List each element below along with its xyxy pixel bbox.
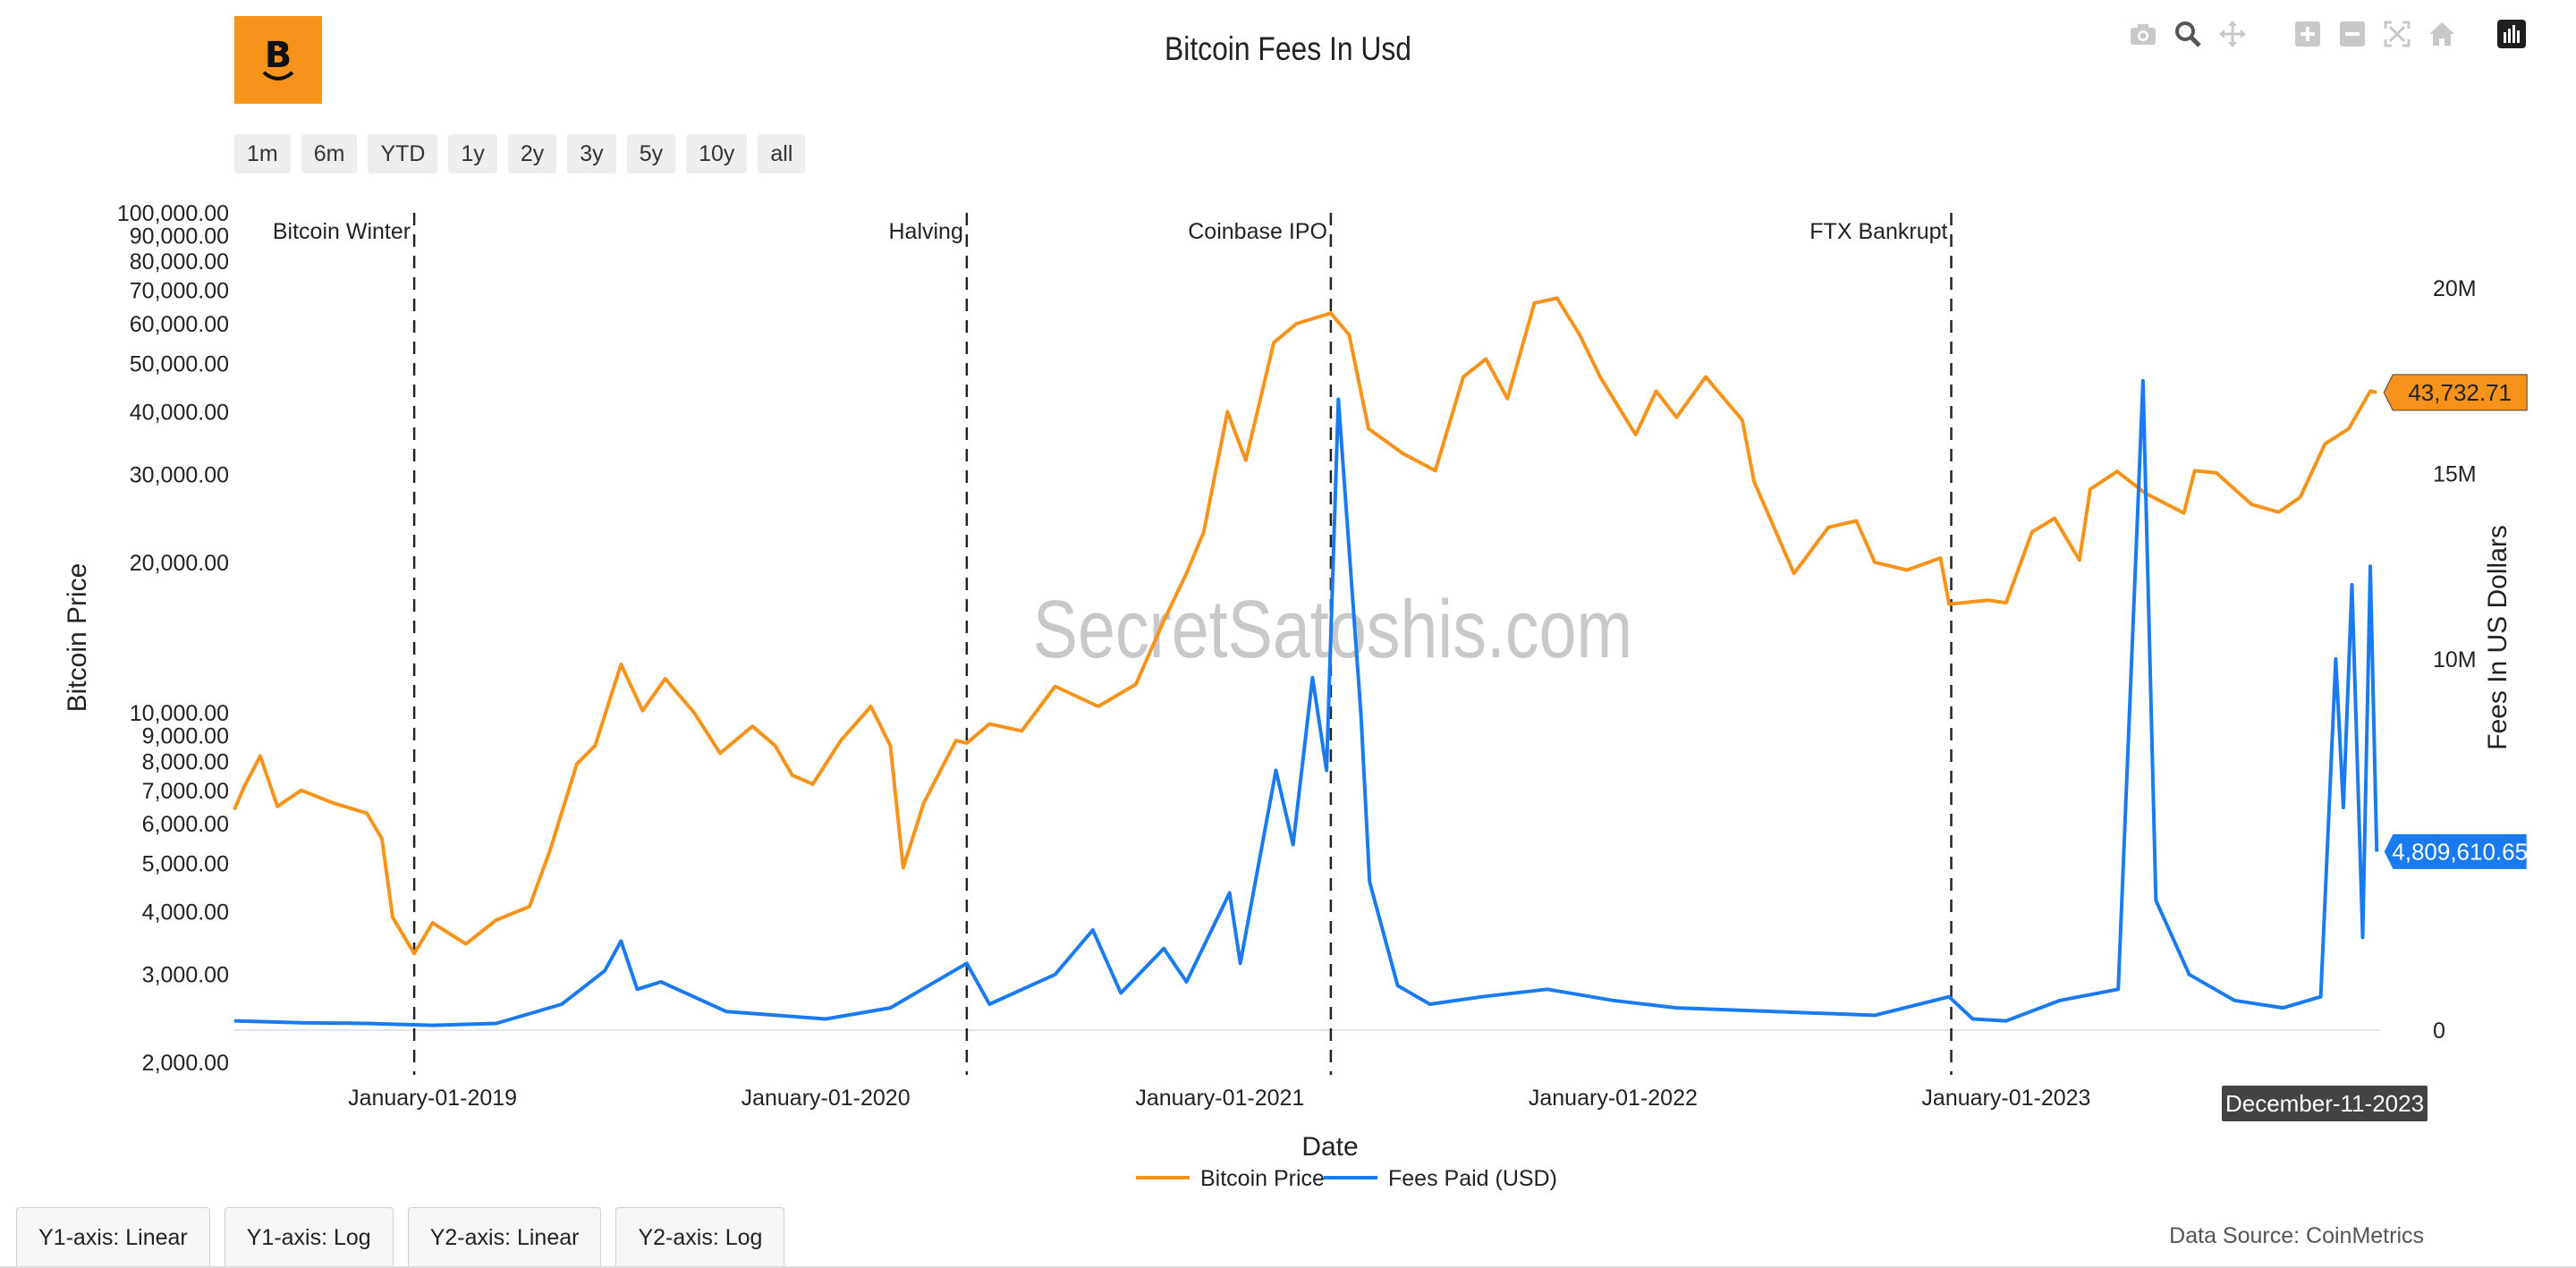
footer-divider [0,1266,2576,1268]
x-tick-label: January-01-2020 [741,1086,911,1111]
y2-axis-title: Fees In US Dollars [2483,525,2512,750]
y-tick-label: 100,000.00 [117,201,229,226]
chart-modebar [2127,18,2528,50]
range-button-6m[interactable]: 6m [301,134,358,173]
price-last-value: 43,732.71 [2408,379,2512,406]
y-axis-title: Bitcoin Price [63,563,92,713]
y-tick-label: 40,000.00 [130,401,229,426]
x-tick-label: January-01-2022 [1529,1086,1698,1111]
pan-icon[interactable] [2216,18,2249,50]
x-tick-label: January-01-2021 [1135,1086,1304,1111]
y-tick-label: 8,000.00 [142,749,229,774]
zoom-in-icon[interactable] [2292,18,2324,50]
range-button-10y[interactable]: 10y [686,134,748,173]
axis-tab-y1-axis-log[interactable]: Y1-axis: Log [224,1207,394,1267]
bitcoin-smile-logo-icon: B [262,35,294,80]
zoom-icon[interactable] [2172,18,2204,50]
y-tick-label: 80,000.00 [130,249,229,275]
x-tick-label: January-01-2023 [1921,1086,2090,1111]
data-source: Data Source: CoinMetrics [2169,1223,2424,1248]
zoom-out-icon[interactable] [2336,18,2368,50]
x-tick-label: January-01-2019 [348,1086,517,1111]
event-label: Bitcoin Winter [273,219,411,244]
y-tick-label: 30,000.00 [130,462,229,487]
range-button-3y[interactable]: 3y [567,134,616,173]
y-tick-label: 60,000.00 [130,312,229,337]
y2-tick-label: 0 [2433,1019,2445,1044]
hover-date-label: December-11-2023 [2225,1090,2424,1117]
x-axis-title: Date [1301,1132,1358,1162]
axis-tab-y2-axis-log[interactable]: Y2-axis: Log [615,1207,785,1267]
y-tick-label: 10,000.00 [130,701,229,726]
y-tick-label: 6,000.00 [142,812,229,837]
range-button-ytd[interactable]: YTD [368,134,438,173]
axis-scale-tabs: Y1-axis: Linear Y1-axis: Log Y2-axis: Line… [16,1207,799,1267]
legend-label-fees: Fees Paid (USD) [1388,1166,1557,1191]
range-selector: 1m 6m YTD 1y 2y 3y 5y 10y all [234,134,806,173]
camera-icon[interactable] [2127,18,2159,50]
autoscale-icon[interactable] [2381,18,2413,50]
y-tick-label: 70,000.00 [130,279,229,304]
range-button-1y[interactable]: 1y [448,134,497,173]
range-button-1m[interactable]: 1m [234,134,291,173]
legend-label-price: Bitcoin Price [1200,1166,1325,1191]
event-label: FTX Bankrupt [1809,219,1947,244]
y2-tick-label: 20M [2433,276,2477,301]
y-tick-label: 5,000.00 [142,851,229,876]
svg-text:B: B [265,35,292,76]
y-tick-label: 20,000.00 [130,551,229,576]
chart-title: Bitcoin Fees In Usd [1165,30,1411,67]
home-icon[interactable] [2426,18,2458,50]
price-last-tag [2383,374,2528,411]
fees-last-tag [2383,833,2528,870]
fees-last-value: 4,809,610.65 [2392,838,2528,865]
plotly-logo-icon[interactable] [2496,18,2528,50]
event-label: Coinbase IPO [1188,219,1327,244]
y-tick-label: 7,000.00 [142,779,229,804]
y-tick-label: 90,000.00 [130,224,229,249]
y-tick-label: 3,000.00 [142,963,229,988]
range-button-2y[interactable]: 2y [507,134,557,173]
fees-series-line [233,378,2379,1027]
price-series-line [233,296,2377,956]
axis-tab-y1-axis-linear[interactable]: Y1-axis: Linear [16,1207,210,1267]
y-tick-label: 4,000.00 [142,900,229,926]
axis-tab-y2-axis-linear[interactable]: Y2-axis: Linear [407,1207,602,1267]
y-tick-label: 2,000.00 [142,1051,229,1076]
y2-tick-label: 10M [2433,647,2477,672]
y2-tick-label: 15M [2433,462,2477,487]
hover-date-box [2222,1086,2428,1121]
bitcoin-logo: B [234,16,322,104]
y-tick-label: 50,000.00 [130,351,229,376]
event-label: Halving [888,219,962,244]
range-button-5y[interactable]: 5y [626,134,676,173]
range-button-all[interactable]: all [758,134,806,173]
y-tick-label: 9,000.00 [142,724,229,749]
